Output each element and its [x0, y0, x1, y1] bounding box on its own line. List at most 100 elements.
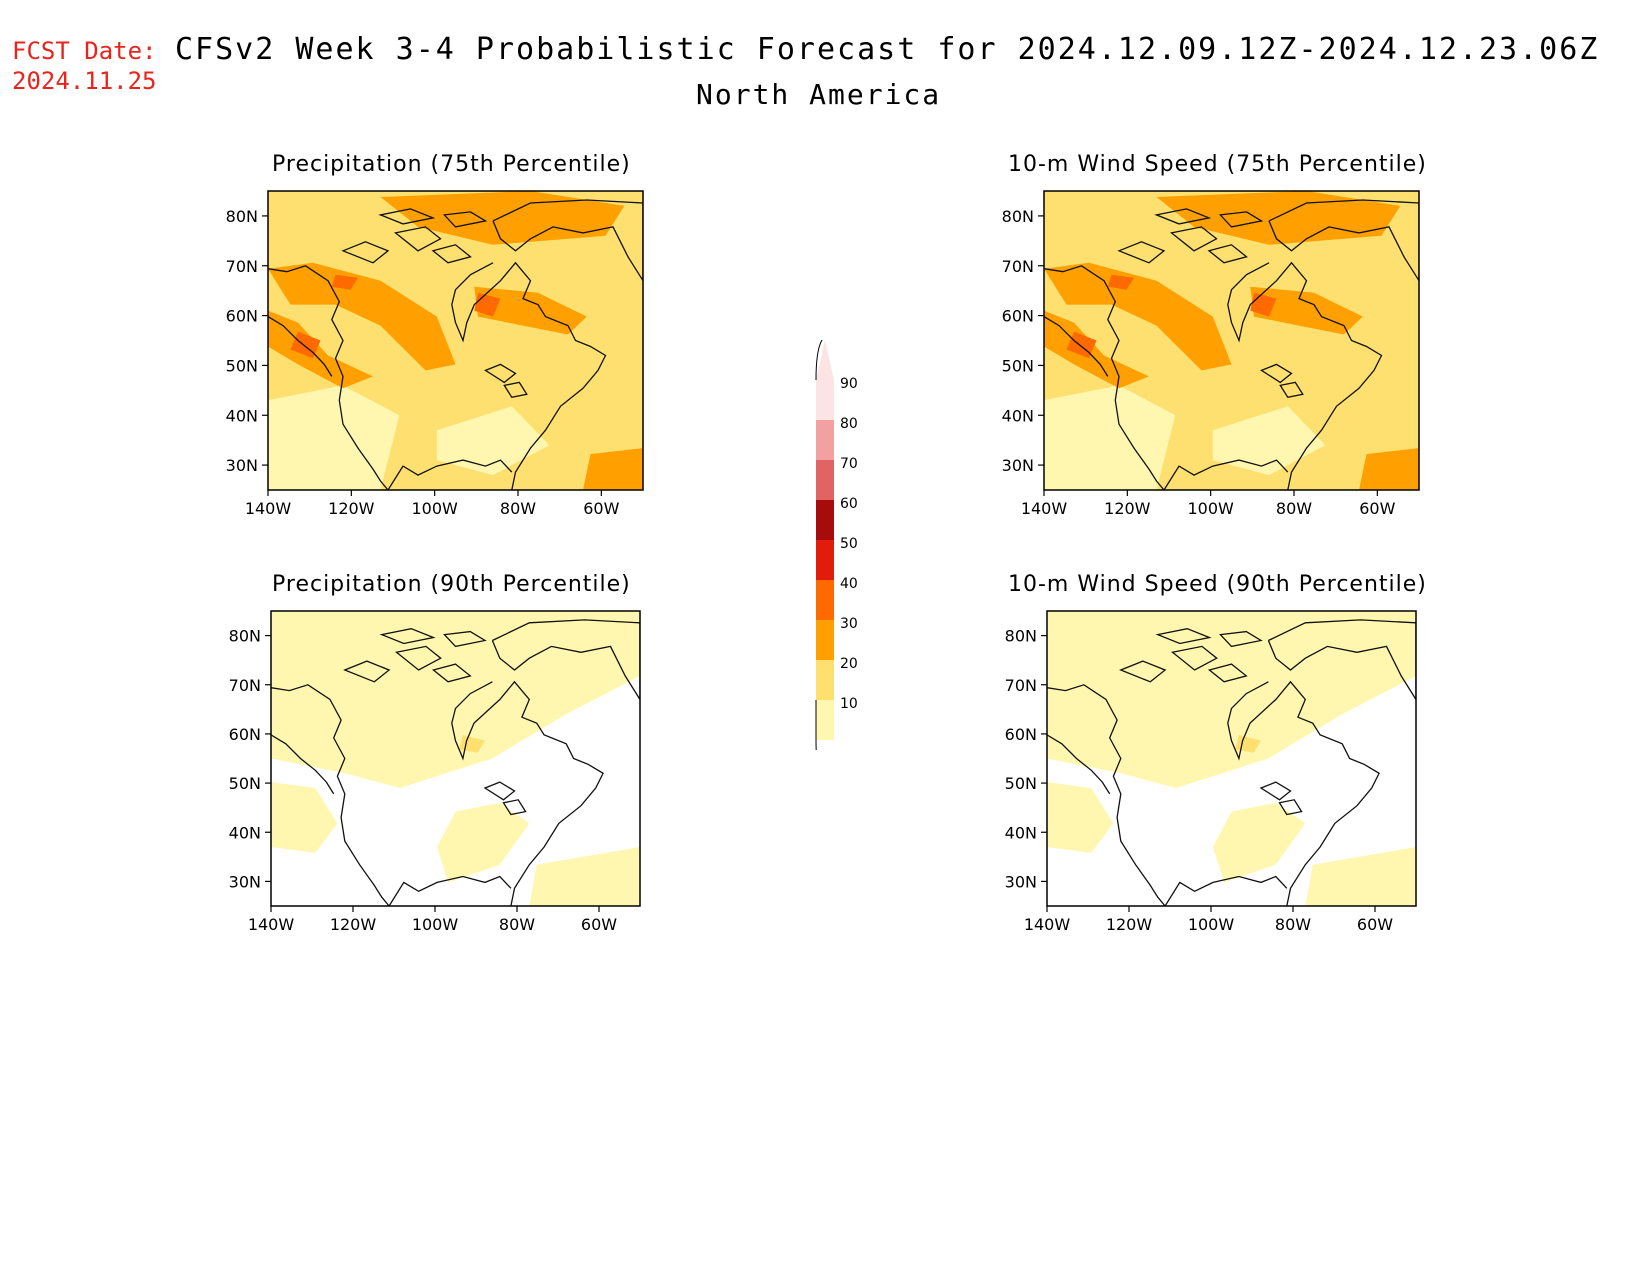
great-lake: [1260, 363, 1293, 384]
lon-tick-label: 60W: [581, 915, 617, 934]
lat-tick-label: 60N: [226, 307, 258, 326]
greenland-coast: [1268, 199, 1419, 282]
coastlines: [1044, 199, 1419, 490]
coastline: [268, 265, 389, 490]
map-frame: [1046, 610, 1417, 907]
shaded-area: [268, 310, 373, 389]
map-frame: [267, 190, 644, 491]
lon-tick-label: 80W: [1276, 499, 1312, 518]
lat-tick-label: 50N: [1005, 774, 1037, 793]
greenland-coast: [492, 199, 643, 282]
colorbar-label: 10: [840, 696, 858, 712]
colorbar-label: 90: [840, 376, 858, 392]
shaded-area: [437, 802, 530, 883]
lon-tick-label: 80W: [500, 499, 536, 518]
lat-tick-label: 30N: [1005, 872, 1037, 891]
map-panel-wind-75: 80N 70N 60N 50N 40N 30N 140W 120W 100W 80W 60W: [1002, 190, 1420, 518]
coastlines: [1047, 619, 1416, 906]
lat-tick-label: 40N: [229, 823, 261, 842]
shaded-area: [1213, 802, 1306, 883]
lat-tick-label: 40N: [1002, 406, 1034, 425]
shaded-area: [436, 406, 550, 476]
colorbar-label: 40: [840, 576, 858, 592]
lat-tick-label: 60N: [229, 725, 261, 744]
map-panel-precip-75: 80N 70N 60N 50N 40N 30N 140W 120W 100W 80W 60W: [226, 190, 644, 518]
lon-tick-label: 60W: [1357, 915, 1393, 934]
shaded-area: [1047, 611, 1416, 788]
arctic-island: [1171, 645, 1218, 671]
lon-tick-label: 100W: [1187, 499, 1234, 518]
colorbar-segment: [816, 660, 834, 700]
colorbar-segment: [816, 540, 834, 580]
coastline: [451, 680, 604, 906]
colorbar-segment: [816, 380, 834, 420]
colorbar-segment: [816, 700, 834, 740]
probability-shading: [1044, 191, 1419, 490]
shaded-area: [268, 385, 400, 490]
fcst-date-label: FCST Date:: [12, 37, 157, 65]
greenland-coast: [491, 619, 640, 701]
coastline: [271, 734, 335, 795]
region-title: North America: [696, 78, 942, 111]
shaded-area: [271, 782, 338, 853]
arctic-island: [431, 244, 472, 264]
probability-shading: [271, 611, 640, 906]
colorbar-top-edge: [815, 339, 823, 381]
arctic-island: [443, 630, 487, 648]
arctic-island: [1218, 211, 1264, 228]
great-lake: [1279, 381, 1304, 399]
colorbar-label: 80: [840, 416, 858, 432]
colorbar-bottom-edge: [815, 700, 817, 750]
lat-tick-label: 70N: [229, 676, 261, 695]
lon-tick-label: 60W: [583, 499, 619, 518]
great-lake: [502, 799, 527, 816]
lat-tick-label: 50N: [1002, 356, 1034, 375]
arctic-island: [393, 226, 442, 252]
colorbar-label: 70: [840, 456, 858, 472]
arctic-island: [1117, 241, 1166, 264]
lon-tick-label: 100W: [412, 915, 459, 934]
colorbar-label: 20: [840, 656, 858, 672]
lon-tick-label: 80W: [499, 915, 535, 934]
lon-tick-label: 60W: [1359, 499, 1395, 518]
shaded-area: [583, 448, 643, 490]
lon-tick-label: 120W: [1104, 499, 1151, 518]
lon-tick-label: 120W: [330, 915, 377, 934]
lat-tick-label: 40N: [1005, 823, 1037, 842]
fcst-date-value: 2024.11.25: [12, 67, 157, 95]
lat-tick-label: 70N: [226, 257, 258, 276]
arctic-island: [1207, 244, 1248, 264]
arctic-island: [1169, 226, 1218, 252]
great-lake: [1278, 799, 1303, 816]
coastline: [1164, 875, 1288, 906]
arctic-island: [395, 645, 442, 671]
lon-tick-label: 140W: [245, 499, 292, 518]
arctic-island: [1119, 660, 1167, 683]
shaded-area: [271, 611, 640, 788]
colorbar-label: 30: [840, 616, 858, 632]
lat-tick-label: 50N: [229, 774, 261, 793]
lon-tick-label: 80W: [1275, 915, 1311, 934]
colorbar-legend: 90 80 70 60 50 40 30 20 10: [815, 339, 858, 750]
arctic-island: [1154, 208, 1212, 225]
map-panel-precip-90: 80N 70N 60N 50N 40N 30N 140W 120W 100W 80W 60W: [229, 610, 641, 934]
arctic-island: [1207, 663, 1248, 683]
arctic-island: [1219, 630, 1263, 648]
shaded-area: [1107, 274, 1134, 290]
lon-tick-label: 100W: [1188, 915, 1235, 934]
shaded-area: [268, 262, 456, 371]
shaded-area: [1044, 262, 1232, 371]
lat-tick-label: 70N: [1005, 676, 1037, 695]
coastline: [388, 875, 512, 906]
great-lake: [1259, 781, 1292, 801]
lat-tick-label: 30N: [229, 872, 261, 891]
arctic-island: [431, 663, 472, 683]
probability-shading: [268, 191, 643, 490]
coastline: [271, 684, 390, 906]
shaded-area: [1047, 782, 1114, 853]
lon-tick-label: 120W: [328, 499, 375, 518]
map-frame: [270, 610, 641, 907]
great-lake: [503, 381, 528, 399]
probability-shading: [1047, 611, 1416, 906]
